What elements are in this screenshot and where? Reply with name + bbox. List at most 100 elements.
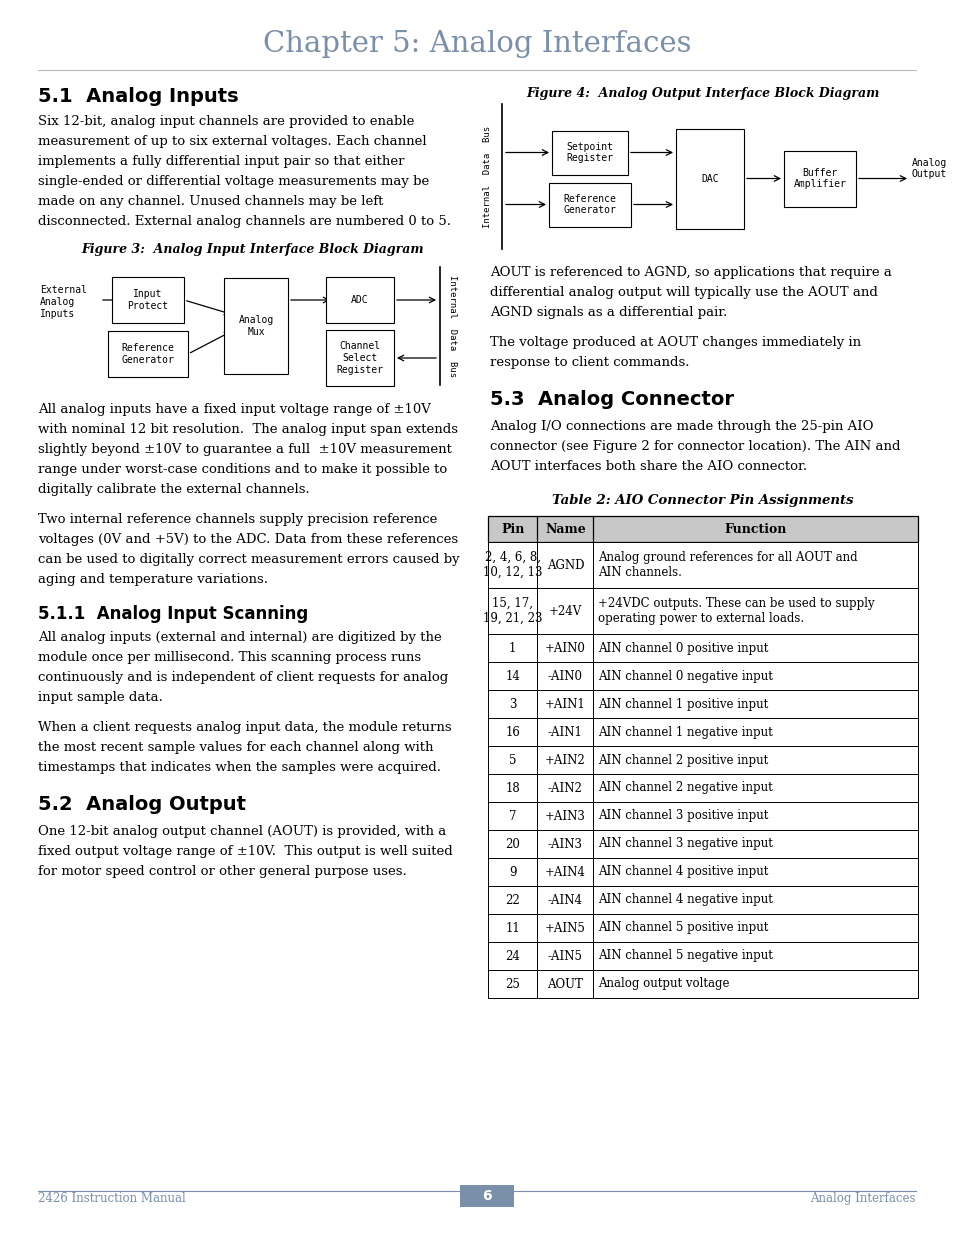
Text: +AIN5: +AIN5: [544, 921, 585, 935]
Text: All analog inputs have a fixed input voltage range of ±10V: All analog inputs have a fixed input vol…: [38, 403, 431, 416]
Bar: [488, 542, 917, 588]
Text: can be used to digitally correct measurement errors caused by: can be used to digitally correct measure…: [38, 553, 459, 566]
Text: for motor speed control or other general purpose uses.: for motor speed control or other general…: [38, 864, 406, 878]
Text: 14: 14: [505, 669, 519, 683]
Bar: [224, 278, 288, 374]
Text: Figure 3:  Analog Input Interface Block Diagram: Figure 3: Analog Input Interface Block D…: [82, 243, 424, 256]
Text: disconnected. External analog channels are numbered 0 to 5.: disconnected. External analog channels a…: [38, 215, 451, 228]
Text: Function: Function: [723, 522, 786, 536]
Text: Analog
Mux: Analog Mux: [238, 315, 274, 337]
Text: External
Analog
Inputs: External Analog Inputs: [40, 285, 87, 319]
Text: single-ended or differential voltage measurements may be: single-ended or differential voltage mea…: [38, 175, 429, 188]
Text: module once per millisecond. This scanning process runs: module once per millisecond. This scanni…: [38, 651, 420, 664]
Text: Name: Name: [544, 522, 585, 536]
Text: AIN channel 1 positive input: AIN channel 1 positive input: [598, 698, 768, 710]
Text: AIN channel 0 positive input: AIN channel 0 positive input: [598, 641, 768, 655]
Text: +AIN2: +AIN2: [544, 753, 585, 767]
Text: +AIN1: +AIN1: [544, 698, 585, 710]
Text: Analog Interfaces: Analog Interfaces: [810, 1192, 915, 1205]
Bar: [488, 690, 917, 718]
Bar: [488, 858, 917, 885]
Text: 20: 20: [505, 837, 519, 851]
Text: -AIN5: -AIN5: [547, 950, 582, 962]
Text: AIN channel 2 positive input: AIN channel 2 positive input: [598, 753, 768, 767]
Text: range under worst-case conditions and to make it possible to: range under worst-case conditions and to…: [38, 463, 447, 475]
Text: AIN channel 5 negative input: AIN channel 5 negative input: [598, 950, 773, 962]
Text: AIN channel 3 negative input: AIN channel 3 negative input: [598, 837, 773, 851]
Bar: [108, 331, 188, 377]
Bar: [552, 131, 627, 174]
Text: AIN channel 4 negative input: AIN channel 4 negative input: [598, 893, 773, 906]
Text: 6: 6: [481, 1189, 492, 1203]
Text: AOUT: AOUT: [547, 977, 582, 990]
Text: Table 2: AIO Connector Pin Assignments: Table 2: AIO Connector Pin Assignments: [552, 494, 853, 508]
Text: differential analog output will typically use the AOUT and: differential analog output will typicall…: [490, 287, 877, 299]
Text: AIN channel 3 positive input: AIN channel 3 positive input: [598, 809, 768, 823]
Text: All analog inputs (external and internal) are digitized by the: All analog inputs (external and internal…: [38, 631, 441, 643]
Text: -AIN0: -AIN0: [547, 669, 582, 683]
Text: 22: 22: [505, 893, 519, 906]
Text: 5.3  Analog Connector: 5.3 Analog Connector: [490, 390, 733, 409]
Text: 7: 7: [509, 809, 516, 823]
Bar: [488, 942, 917, 969]
Text: AOUT interfaces both share the AIO connector.: AOUT interfaces both share the AIO conne…: [490, 459, 806, 473]
Text: AIN channel 5 positive input: AIN channel 5 positive input: [598, 921, 768, 935]
Text: timestamps that indicates when the samples were acquired.: timestamps that indicates when the sampl…: [38, 761, 440, 774]
Text: 5.1.1  Analog Input Scanning: 5.1.1 Analog Input Scanning: [38, 605, 308, 622]
Bar: [488, 885, 917, 914]
Text: response to client commands.: response to client commands.: [490, 356, 689, 369]
Text: AIN channel 1 negative input: AIN channel 1 negative input: [598, 725, 772, 739]
Text: Analog ground references for all AOUT and
AIN channels.: Analog ground references for all AOUT an…: [598, 551, 857, 579]
Text: Analog output voltage: Analog output voltage: [598, 977, 729, 990]
Text: The voltage produced at AOUT changes immediately in: The voltage produced at AOUT changes imm…: [490, 336, 861, 350]
Text: connector (see Figure 2 for connector location). The AIN and: connector (see Figure 2 for connector lo…: [490, 440, 900, 453]
Bar: [488, 516, 917, 542]
Text: 15, 17,
19, 21, 23: 15, 17, 19, 21, 23: [482, 597, 542, 625]
Text: -AIN1: -AIN1: [547, 725, 582, 739]
Text: +AIN3: +AIN3: [544, 809, 585, 823]
Text: 25: 25: [505, 977, 519, 990]
Bar: [548, 183, 630, 226]
Bar: [326, 277, 394, 324]
Bar: [488, 802, 917, 830]
Text: Reference
Generator: Reference Generator: [563, 194, 616, 215]
Text: Pin: Pin: [500, 522, 524, 536]
Text: +AIN0: +AIN0: [544, 641, 585, 655]
Text: continuously and is independent of client requests for analog: continuously and is independent of clien…: [38, 671, 448, 684]
Bar: [459, 1186, 514, 1207]
Text: aging and temperature variations.: aging and temperature variations.: [38, 573, 268, 585]
Text: 2, 4, 6, 8,
10, 12, 13: 2, 4, 6, 8, 10, 12, 13: [482, 551, 542, 579]
Bar: [326, 330, 394, 387]
Text: Buffer
Amplifier: Buffer Amplifier: [793, 168, 845, 189]
Text: AGND signals as a differential pair.: AGND signals as a differential pair.: [490, 306, 726, 319]
Bar: [488, 774, 917, 802]
Text: AIN channel 0 negative input: AIN channel 0 negative input: [598, 669, 773, 683]
Bar: [488, 914, 917, 942]
Text: Reference
Generator: Reference Generator: [121, 343, 174, 364]
Text: -AIN2: -AIN2: [547, 782, 582, 794]
Text: AIN channel 4 positive input: AIN channel 4 positive input: [598, 866, 768, 878]
Text: Chapter 5: Analog Interfaces: Chapter 5: Analog Interfaces: [262, 30, 691, 58]
Text: Internal  Data  Bus: Internal Data Bus: [482, 126, 492, 227]
Text: Internal  Data  Bus: Internal Data Bus: [448, 275, 456, 377]
Text: made on any channel. Unused channels may be left: made on any channel. Unused channels may…: [38, 195, 383, 207]
Text: When a client requests analog input data, the module returns: When a client requests analog input data…: [38, 721, 451, 734]
Bar: [783, 151, 855, 206]
Text: 5.1  Analog Inputs: 5.1 Analog Inputs: [38, 86, 238, 106]
Text: 5.2  Analog Output: 5.2 Analog Output: [38, 795, 246, 814]
Bar: [676, 128, 743, 228]
Text: 3: 3: [509, 698, 516, 710]
Text: Input
Protect: Input Protect: [128, 289, 169, 311]
Text: measurement of up to six external voltages. Each channel: measurement of up to six external voltag…: [38, 135, 426, 148]
Text: 11: 11: [505, 921, 519, 935]
Bar: [488, 830, 917, 858]
Text: Six 12-bit, analog input channels are provided to enable: Six 12-bit, analog input channels are pr…: [38, 115, 414, 128]
Text: 18: 18: [505, 782, 519, 794]
Text: One 12-bit analog output channel (AOUT) is provided, with a: One 12-bit analog output channel (AOUT) …: [38, 825, 446, 839]
Text: the most recent sample values for each channel along with: the most recent sample values for each c…: [38, 741, 433, 755]
Text: DAC: DAC: [700, 173, 718, 184]
Bar: [488, 969, 917, 998]
Text: Two internal reference channels supply precision reference: Two internal reference channels supply p…: [38, 513, 436, 526]
Bar: [488, 634, 917, 662]
Bar: [112, 277, 184, 324]
